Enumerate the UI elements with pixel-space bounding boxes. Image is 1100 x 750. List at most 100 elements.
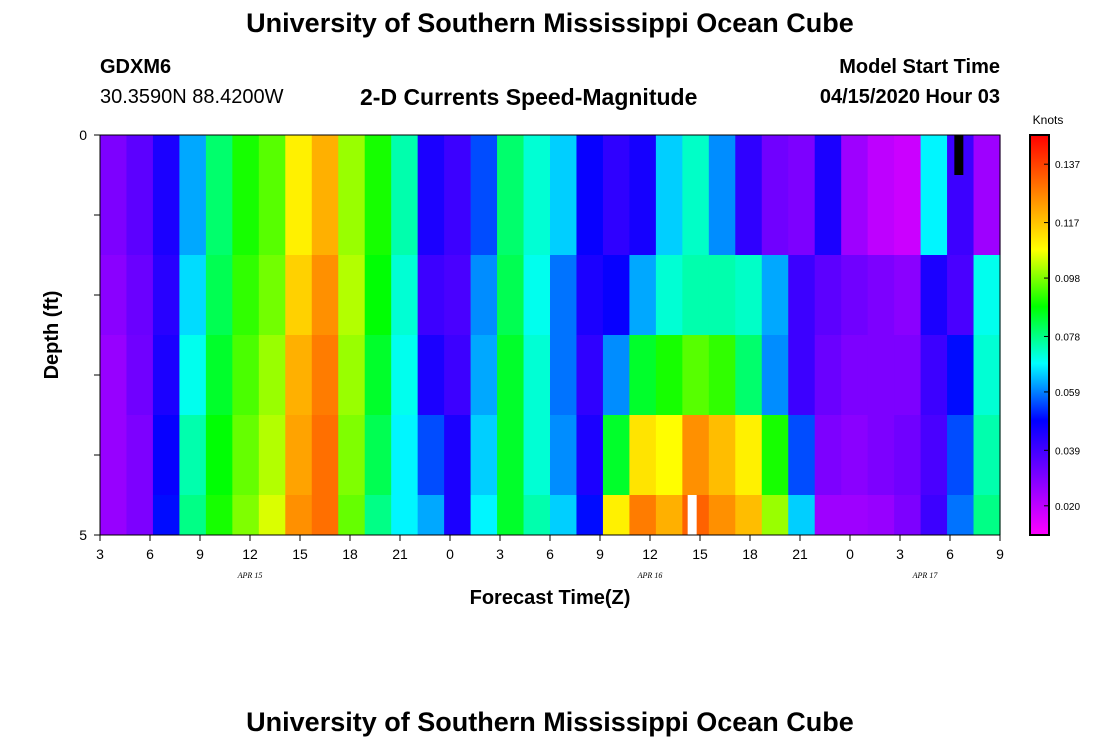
x-tick-label: 21 (392, 546, 408, 562)
y-tick-label: 0 (79, 127, 87, 143)
heatmap-cell (523, 175, 551, 255)
heatmap-cell (152, 335, 181, 415)
heatmap-cell (179, 175, 207, 255)
heatmap-cell (814, 255, 842, 335)
station-id: GDXM6 (100, 56, 172, 78)
heatmap-cell (364, 135, 392, 175)
heatmap-cell (682, 135, 710, 175)
x-tick-label: 9 (996, 546, 1004, 562)
heatmap-cell (470, 495, 498, 535)
heatmap-cell (232, 175, 260, 255)
heatmap-cell (920, 415, 948, 495)
heatmap-cell (761, 415, 789, 495)
heatmap-cell (179, 415, 207, 495)
heatmap-cell (576, 495, 604, 535)
heatmap-cell (629, 335, 657, 415)
heatmap-cell (497, 335, 525, 415)
heatmap-cell (311, 135, 339, 175)
heatmap-cell (444, 335, 472, 415)
heatmap-cell (735, 255, 763, 335)
x-tick-label: 3 (896, 546, 904, 562)
heatmap-cell (894, 255, 922, 335)
heatmap-cell (576, 415, 604, 495)
heatmap-cell (470, 335, 498, 415)
x-axis: 3 6 9 12 15 18 21 0 3 6 9 12 15 18 21 0 3 6 9 APR 15 APR 16 A… (96, 535, 1004, 580)
heatmap-cell (205, 335, 233, 415)
heatmap-cell (100, 175, 128, 255)
heatmap-cell (285, 335, 313, 415)
heatmap-cell (682, 175, 710, 255)
heatmap-cell (576, 175, 604, 255)
x-tick-label: 0 (446, 546, 454, 562)
heatmap-cell (655, 495, 683, 535)
heatmap-cell (126, 335, 154, 415)
chart-title: 2-D Currents Speed-Magnitude (360, 84, 698, 110)
heatmap-cell (497, 415, 525, 495)
heatmap-cell (973, 175, 1001, 255)
colorbar-tick-label: 0.020 (1055, 502, 1080, 513)
heatmap-cell (232, 495, 260, 535)
heatmap-cell (947, 335, 975, 415)
heatmap-cell (788, 415, 816, 495)
heatmap-cell (205, 135, 233, 175)
heatmap-cell (364, 495, 392, 535)
heatmap-cell (152, 175, 181, 255)
heatmap-cell (232, 335, 260, 415)
heatmap-cell (497, 135, 525, 175)
y-tick-label: 5 (79, 527, 87, 543)
heatmap-cell (920, 255, 948, 335)
heatmap-cell (100, 255, 128, 335)
heatmap-cell (391, 335, 419, 415)
heatmap-cell (550, 415, 578, 495)
heatmap-cell (602, 255, 631, 335)
heatmap-cell (232, 415, 260, 495)
heatmap-cell (338, 415, 366, 495)
heatmap-cell (205, 495, 233, 535)
heatmap-cell (338, 255, 366, 335)
heatmap-cell (338, 335, 366, 415)
heatmap-cell (550, 175, 578, 255)
heatmap-cell (470, 175, 498, 255)
heatmap-cell (920, 175, 948, 255)
x-tick-label: 9 (196, 546, 204, 562)
heatmap-cell (655, 415, 683, 495)
heatmap-cell (920, 335, 948, 415)
heatmap-cell (602, 415, 631, 495)
heatmap-cell (258, 335, 286, 415)
heatmap-cell (629, 495, 657, 535)
heatmap-cell (391, 135, 419, 175)
heatmap-cell (788, 495, 816, 535)
heatmap-cell (311, 335, 339, 415)
x-tick-label: 18 (742, 546, 758, 562)
heatmap-cell (576, 335, 604, 415)
heatmap-cell (655, 255, 683, 335)
heatmap-cell (391, 175, 419, 255)
heatmap-cell (920, 135, 948, 175)
day-label: APR 17 (912, 571, 939, 580)
heatmap-cell (867, 335, 895, 415)
heatmap-cell (761, 175, 789, 255)
heatmap-cell (814, 175, 842, 255)
heatmap-cell (841, 335, 869, 415)
heatmap-cell (708, 255, 736, 335)
heatmap-cell (788, 175, 816, 255)
heatmap-cell (258, 255, 286, 335)
heatmap-cell (814, 415, 842, 495)
heatmap-cell (258, 495, 286, 535)
heatmap-cell (550, 335, 578, 415)
heatmap-cell (152, 495, 181, 535)
x-tick-label: 6 (146, 546, 154, 562)
x-tick-label: 21 (792, 546, 808, 562)
heatmap-cell (152, 255, 181, 335)
heatmap-cell (735, 415, 763, 495)
heatmap-cell (788, 255, 816, 335)
heatmap-cell (867, 415, 895, 495)
heatmap-cell (205, 255, 233, 335)
heatmap-cell (973, 255, 1001, 335)
heatmap-cell (444, 175, 472, 255)
missing-value-cell (954, 135, 964, 175)
heatmap-cell (629, 415, 657, 495)
heatmap-cell (470, 415, 498, 495)
heatmap-cell (841, 175, 869, 255)
heatmap-cell (947, 175, 975, 255)
